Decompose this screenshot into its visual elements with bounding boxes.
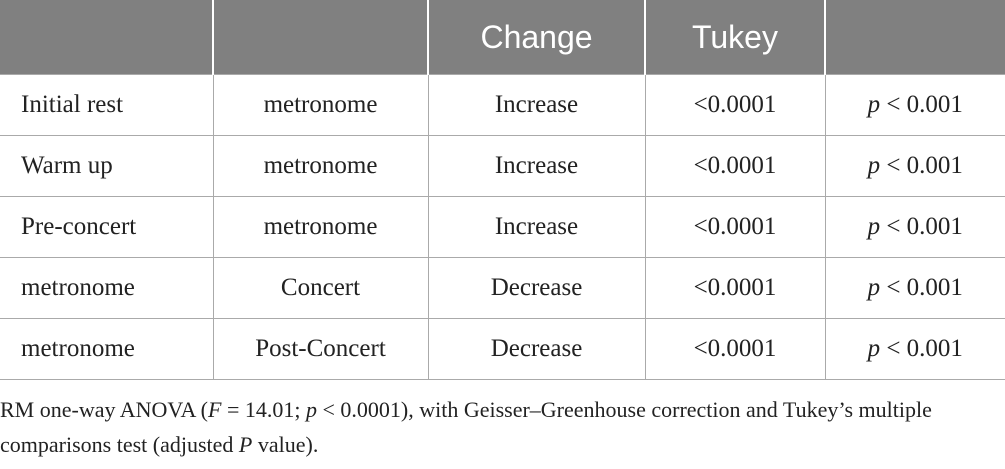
table-cell: Post-Concert [212, 318, 428, 380]
table-cell: Increase [427, 196, 645, 258]
table-cell: p < 0.001 [824, 318, 1005, 380]
note-italic: P [238, 432, 253, 457]
table-cell: <0.0001 [644, 135, 825, 197]
table-cell: metronome [212, 196, 428, 258]
table-cell: metronome [0, 257, 213, 319]
table-cell: p < 0.001 [824, 74, 1005, 136]
note-text: value). [252, 432, 319, 457]
table: Change Tukey Initial rest metronome Increa… [0, 0, 1005, 380]
table-cell: Increase [427, 74, 645, 136]
table-cell: <0.0001 [644, 74, 825, 136]
table-body: Initial rest metronome Increase <0.0001 p < … [0, 74, 1005, 380]
header-cell [0, 0, 213, 75]
table-cell: p < 0.001 [824, 257, 1005, 319]
header-row: Change Tukey [0, 0, 1005, 75]
note-text: = 14.01; [221, 397, 306, 422]
table-cell: Decrease [427, 257, 645, 319]
header-cell [824, 0, 1005, 75]
table-cell: metronome [0, 318, 213, 380]
table-cell: Concert [212, 257, 428, 319]
table-cell: <0.0001 [644, 196, 825, 258]
table-cell: Warm up [0, 135, 213, 197]
note-italic: p [305, 397, 317, 422]
table-row: metronome Concert Decrease <0.0001 p < 0.001 [0, 257, 1005, 319]
table-cell: metronome [212, 135, 428, 197]
table-cell: <0.0001 [644, 318, 825, 380]
table-cell: Initial rest [0, 74, 213, 136]
note-text: RM one-way ANOVA ( [0, 397, 208, 422]
table-cell: metronome [212, 74, 428, 136]
table-cell: <0.0001 [644, 257, 825, 319]
footnote: RM one-way ANOVA (F = 14.01; p < 0.0001)… [0, 392, 960, 462]
table-row: Initial rest metronome Increase <0.0001 p < … [0, 74, 1005, 136]
header-cell [212, 0, 428, 75]
table-cell: p < 0.001 [824, 135, 1005, 197]
table-cell: Pre-concert [0, 196, 213, 258]
note-text: < 0.0001), with Geisser–Greenhouse corre… [0, 397, 932, 457]
header-cell: Change [427, 0, 645, 75]
note-italic: F [207, 397, 222, 422]
table-cell: p < 0.001 [824, 196, 1005, 258]
table-row: Pre-concert metronome Increase <0.0001 p < 0… [0, 196, 1005, 258]
table-cell: Increase [427, 135, 645, 197]
header-cell: Tukey [644, 0, 825, 75]
table-cell: Decrease [427, 318, 645, 380]
table-row: metronome Post-Concert Decrease <0.0001 p < … [0, 318, 1005, 380]
table-row: Warm up metronome Increase <0.0001 p < 0.001 [0, 135, 1005, 197]
